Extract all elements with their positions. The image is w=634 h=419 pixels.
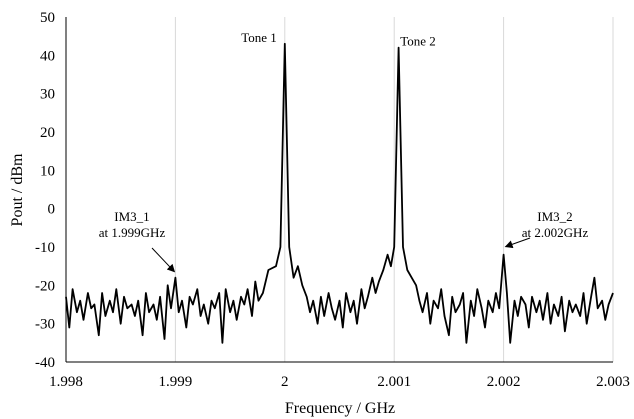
annotation-im3-1-arrow [151, 247, 176, 273]
y-tick-label: -20 [35, 278, 55, 294]
x-tick-label: 2.002 [487, 374, 521, 390]
spectrum-series-line [65, 42, 614, 344]
y-tick-labels: -40 -30 -20 -10 0 10 20 30 40 50 [35, 10, 55, 371]
annotation-im3-1-line: IM3_1 [114, 209, 149, 224]
y-tick-label: -10 [35, 240, 55, 256]
series-group [65, 42, 614, 344]
y-tick-label: 50 [40, 10, 55, 26]
x-axis-label: Frequency / GHz [285, 400, 395, 417]
annotation-tone-2: Tone 2 [400, 34, 436, 49]
x-tick-label: 2 [281, 374, 289, 390]
y-axis-label: Pout / dBm [9, 153, 26, 226]
vertical-gridlines [174, 17, 614, 362]
annotation-im3-2-line: IM3_2 [537, 209, 572, 224]
y-tick-label: 30 [40, 87, 55, 103]
y-tick-label: 0 [48, 202, 56, 218]
x-tick-label: 2.001 [377, 374, 411, 390]
y-tick-label: 20 [40, 125, 55, 141]
annotations: Tone 1 Tone 2 IM3_1at 1.999GHz IM3_2at 2.00… [99, 30, 589, 273]
annotation-im3-2-line: at 2.002GHz [522, 225, 589, 240]
annotation-im3-1-line: at 1.999GHz [99, 225, 166, 240]
y-tick-label: 40 [40, 48, 55, 64]
x-tick-label: 1.999 [159, 374, 193, 390]
y-tick-label: -30 [35, 317, 55, 333]
x-tick-label: 2.003 [596, 374, 630, 390]
x-tick-label: 1.998 [49, 374, 83, 390]
y-tick-label: 10 [40, 163, 55, 179]
annotation-tone-1: Tone 1 [241, 30, 277, 45]
annotation-im3-2-arrow [504, 237, 531, 249]
y-tick-label: -40 [35, 355, 55, 371]
x-tick-labels: 1.998 1.999 2 2.001 2.002 2.003 [49, 374, 630, 390]
